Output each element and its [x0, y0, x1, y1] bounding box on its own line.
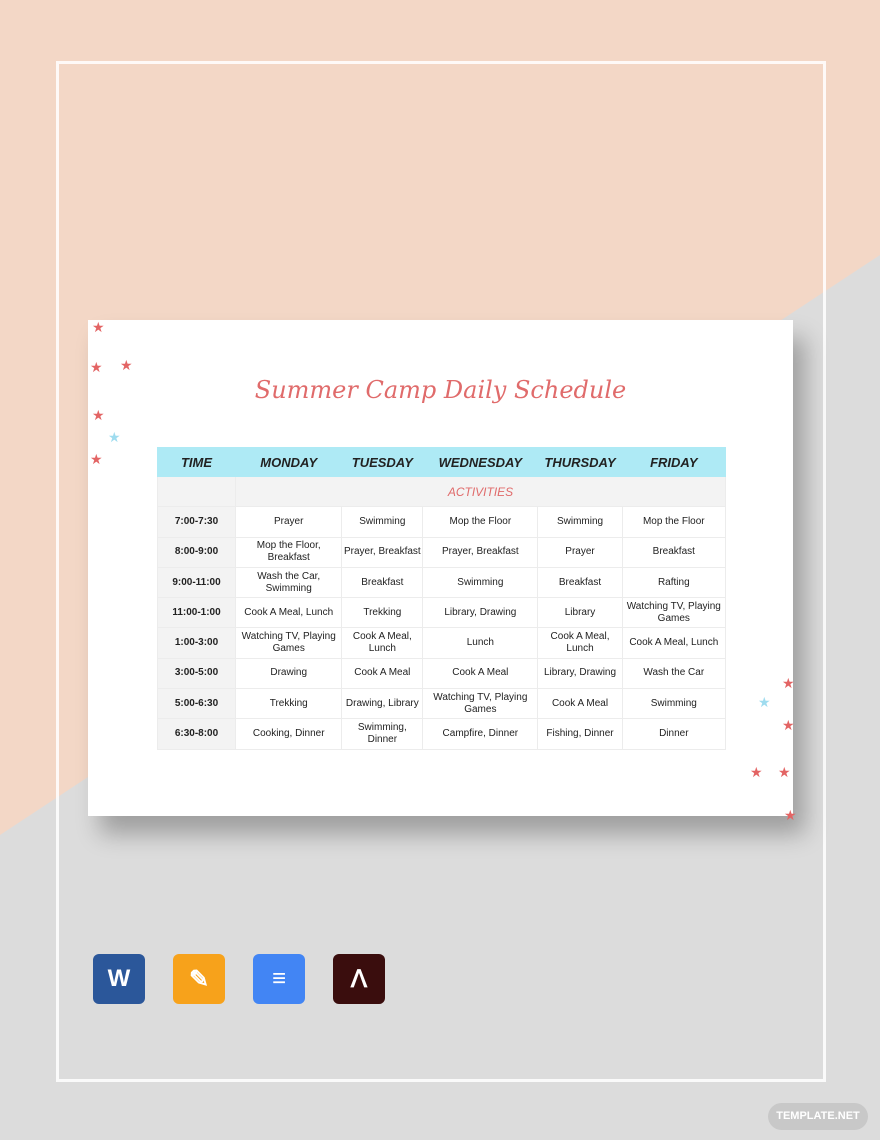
star-icon: ★ [750, 764, 763, 780]
activity-cell: Library, Drawing [422, 597, 539, 629]
star-icon: ★ [92, 407, 105, 423]
activity-cell: Watching TV, Playing Games [422, 688, 539, 720]
star-icon: ★ [784, 807, 797, 823]
activity-cell: Breakfast [341, 566, 424, 599]
activity-cell: Cook A Meal, Lunch [341, 627, 424, 659]
frame-border [56, 61, 826, 1082]
table-row: 5:00-6:30 Trekking Drawing, Library Watchin… [157, 688, 727, 720]
column-header: FRIDAY [621, 447, 727, 477]
activity-cell: Rafting [621, 566, 727, 599]
table-row: 9:00-11:00 Wash the Car, Swimming Breakfas… [157, 566, 727, 599]
star-icon: ★ [120, 357, 133, 373]
activity-cell: Wash the Car, Swimming [234, 566, 343, 599]
star-icon: ★ [92, 319, 105, 335]
activity-cell: Wash the Car [621, 657, 727, 690]
activity-cell: Fishing, Dinner [537, 718, 623, 750]
activity-cell: Mop the Floor [422, 506, 539, 538]
section-label: ACTIVITIES [235, 475, 726, 508]
header-row: TIME MONDAY TUESDAY WEDNESDAY THURSDAY FRIDAY [157, 447, 727, 477]
activity-cell: Swimming [341, 506, 424, 538]
table-row: 1:00-3:00 Watching TV, Playing Games Cook … [157, 627, 727, 659]
schedule-table: TIME MONDAY TUESDAY WEDNESDAY THURSDAY FRIDAY… [157, 447, 727, 750]
star-icon: ★ [782, 717, 795, 733]
time-cell: 11:00-1:00 [157, 597, 236, 629]
time-cell: 1:00-3:00 [157, 627, 236, 659]
pages-icon[interactable]: ✎ [173, 954, 225, 1004]
activity-cell: Mop the Floor [621, 506, 727, 538]
activity-cell: Prayer, Breakfast [341, 536, 424, 568]
activity-cell: Mop the Floor, Breakfast [234, 536, 343, 568]
activity-cell: Cook A Meal [422, 657, 539, 690]
time-cell: 8:00-9:00 [157, 536, 236, 568]
activity-cell: Prayer [234, 506, 343, 538]
activity-cell: Campfire, Dinner [422, 718, 539, 750]
column-header: WEDNESDAY [422, 447, 539, 477]
activity-cell: Swimming [621, 688, 727, 720]
column-header: TIME [157, 447, 236, 477]
star-icon: ★ [108, 429, 121, 445]
table-row: 7:00-7:30 Prayer Swimming Mop the Floor Swim… [157, 506, 727, 538]
activity-cell: Breakfast [621, 536, 727, 568]
section-row: ACTIVITIES [157, 475, 726, 508]
column-header: MONDAY [234, 447, 343, 477]
star-icon: ★ [90, 451, 103, 467]
google-docs-icon[interactable]: ≡ [253, 954, 305, 1004]
table-row: 6:30-8:00 Cooking, Dinner Swimming, Dinner… [157, 718, 727, 750]
activity-cell: Prayer [537, 536, 623, 568]
activity-cell: Cook A Meal, Lunch [621, 627, 727, 659]
activity-cell: Swimming [537, 506, 623, 538]
column-header: THURSDAY [537, 447, 623, 477]
activity-cell: Trekking [341, 597, 424, 629]
activity-cell: Cook A Meal [341, 657, 424, 690]
activity-cell: Dinner [621, 718, 727, 750]
document-preview: Summer Camp Daily Schedule TIME MONDAY TUE… [88, 320, 793, 816]
activity-cell: Lunch [422, 627, 539, 659]
star-icon: ★ [90, 359, 103, 375]
activity-cell: Swimming [422, 566, 539, 599]
time-cell: 9:00-11:00 [157, 566, 236, 599]
activity-cell: Watching TV, Playing Games [234, 627, 343, 659]
activity-cell: Breakfast [537, 566, 623, 599]
document-title: Summer Camp Daily Schedule [254, 376, 627, 404]
activity-cell: Trekking [234, 688, 343, 720]
table-row: 8:00-9:00 Mop the Floor, Breakfast Prayer,… [157, 536, 727, 568]
table-row: 3:00-5:00 Drawing Cook A Meal Cook A Meal Li… [157, 657, 727, 690]
activity-cell: Prayer, Breakfast [422, 536, 539, 568]
activity-cell: Drawing, Library [341, 688, 424, 720]
time-cell: 6:30-8:00 [157, 718, 236, 750]
activity-cell: Cook A Meal [537, 688, 623, 720]
activity-cell: Cook A Meal, Lunch [537, 627, 623, 659]
activity-cell: Library [537, 597, 623, 629]
activity-cell: Cook A Meal, Lunch [234, 597, 343, 629]
word-icon[interactable]: W [93, 954, 145, 1004]
star-icon: ★ [758, 694, 771, 710]
star-icon: ★ [778, 764, 791, 780]
activity-cell: Library, Drawing [537, 657, 623, 690]
activity-cell: Cooking, Dinner [234, 718, 343, 750]
time-cell: 5:00-6:30 [157, 688, 236, 720]
time-cell: 3:00-5:00 [157, 657, 236, 690]
activity-cell: Watching TV, Playing Games [621, 597, 727, 629]
activity-cell: Drawing [234, 657, 343, 690]
watermark-badge: TEMPLATE.NET [768, 1103, 868, 1130]
star-icon: ★ [782, 675, 795, 691]
column-header: TUESDAY [341, 447, 424, 477]
format-icons: W ✎ ≡ ᐱ [93, 954, 385, 1004]
activity-cell: Swimming, Dinner [341, 718, 424, 750]
table-row: 11:00-1:00 Cook A Meal, Lunch Trekking Libr… [157, 597, 727, 629]
pdf-icon[interactable]: ᐱ [333, 954, 385, 1004]
time-cell: 7:00-7:30 [157, 506, 236, 538]
